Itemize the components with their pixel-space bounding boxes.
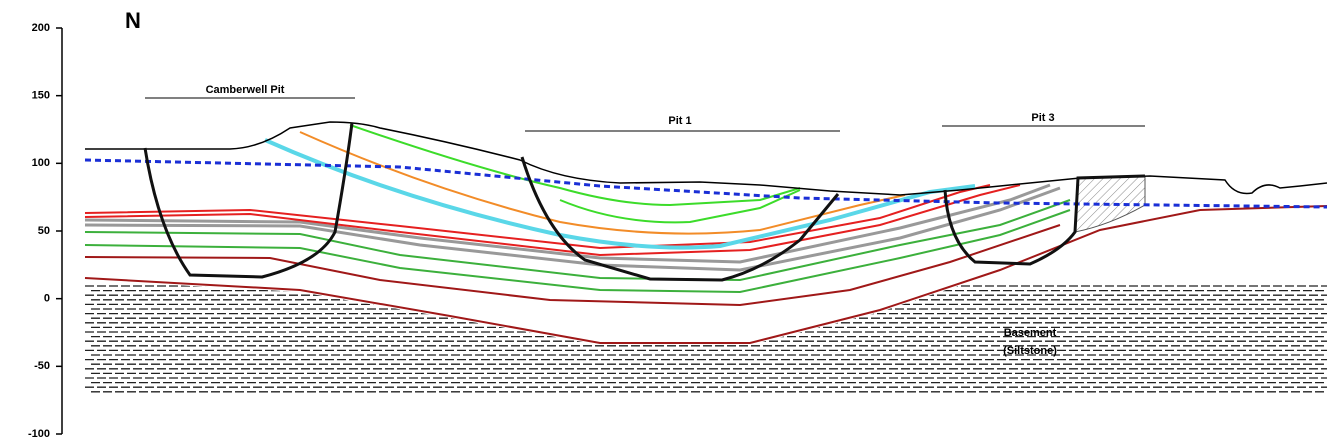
y-tick-label: -50 [34,360,50,372]
pit-label: Pit 3 [1031,112,1054,124]
north-label: N [125,8,141,33]
page: 200 150 100 50 0 -50 -100 N Camberwell Pit Pit… [0,0,1327,446]
cross-section: 200 150 100 50 0 -50 -100 N Camberwell Pit Pit… [0,0,1327,446]
y-tick-label: 0 [44,293,50,305]
y-tick-label: 200 [32,22,50,34]
y-tick-label: -100 [28,428,50,440]
layers [85,125,1327,343]
pit-label: Camberwell Pit [206,84,285,96]
y-tick-label: 100 [32,157,50,169]
y-ticks: 200 150 100 50 0 -50 -100 [28,22,62,440]
basement-label: Basement [1004,327,1057,339]
y-tick-label: 50 [38,225,50,237]
pit-label: Pit 1 [668,115,691,127]
y-tick-label: 150 [32,90,50,102]
layer [350,125,800,205]
basement-label: (Siltstone) [1003,345,1057,357]
layer [300,132,905,234]
basement-hatching [85,286,1327,392]
